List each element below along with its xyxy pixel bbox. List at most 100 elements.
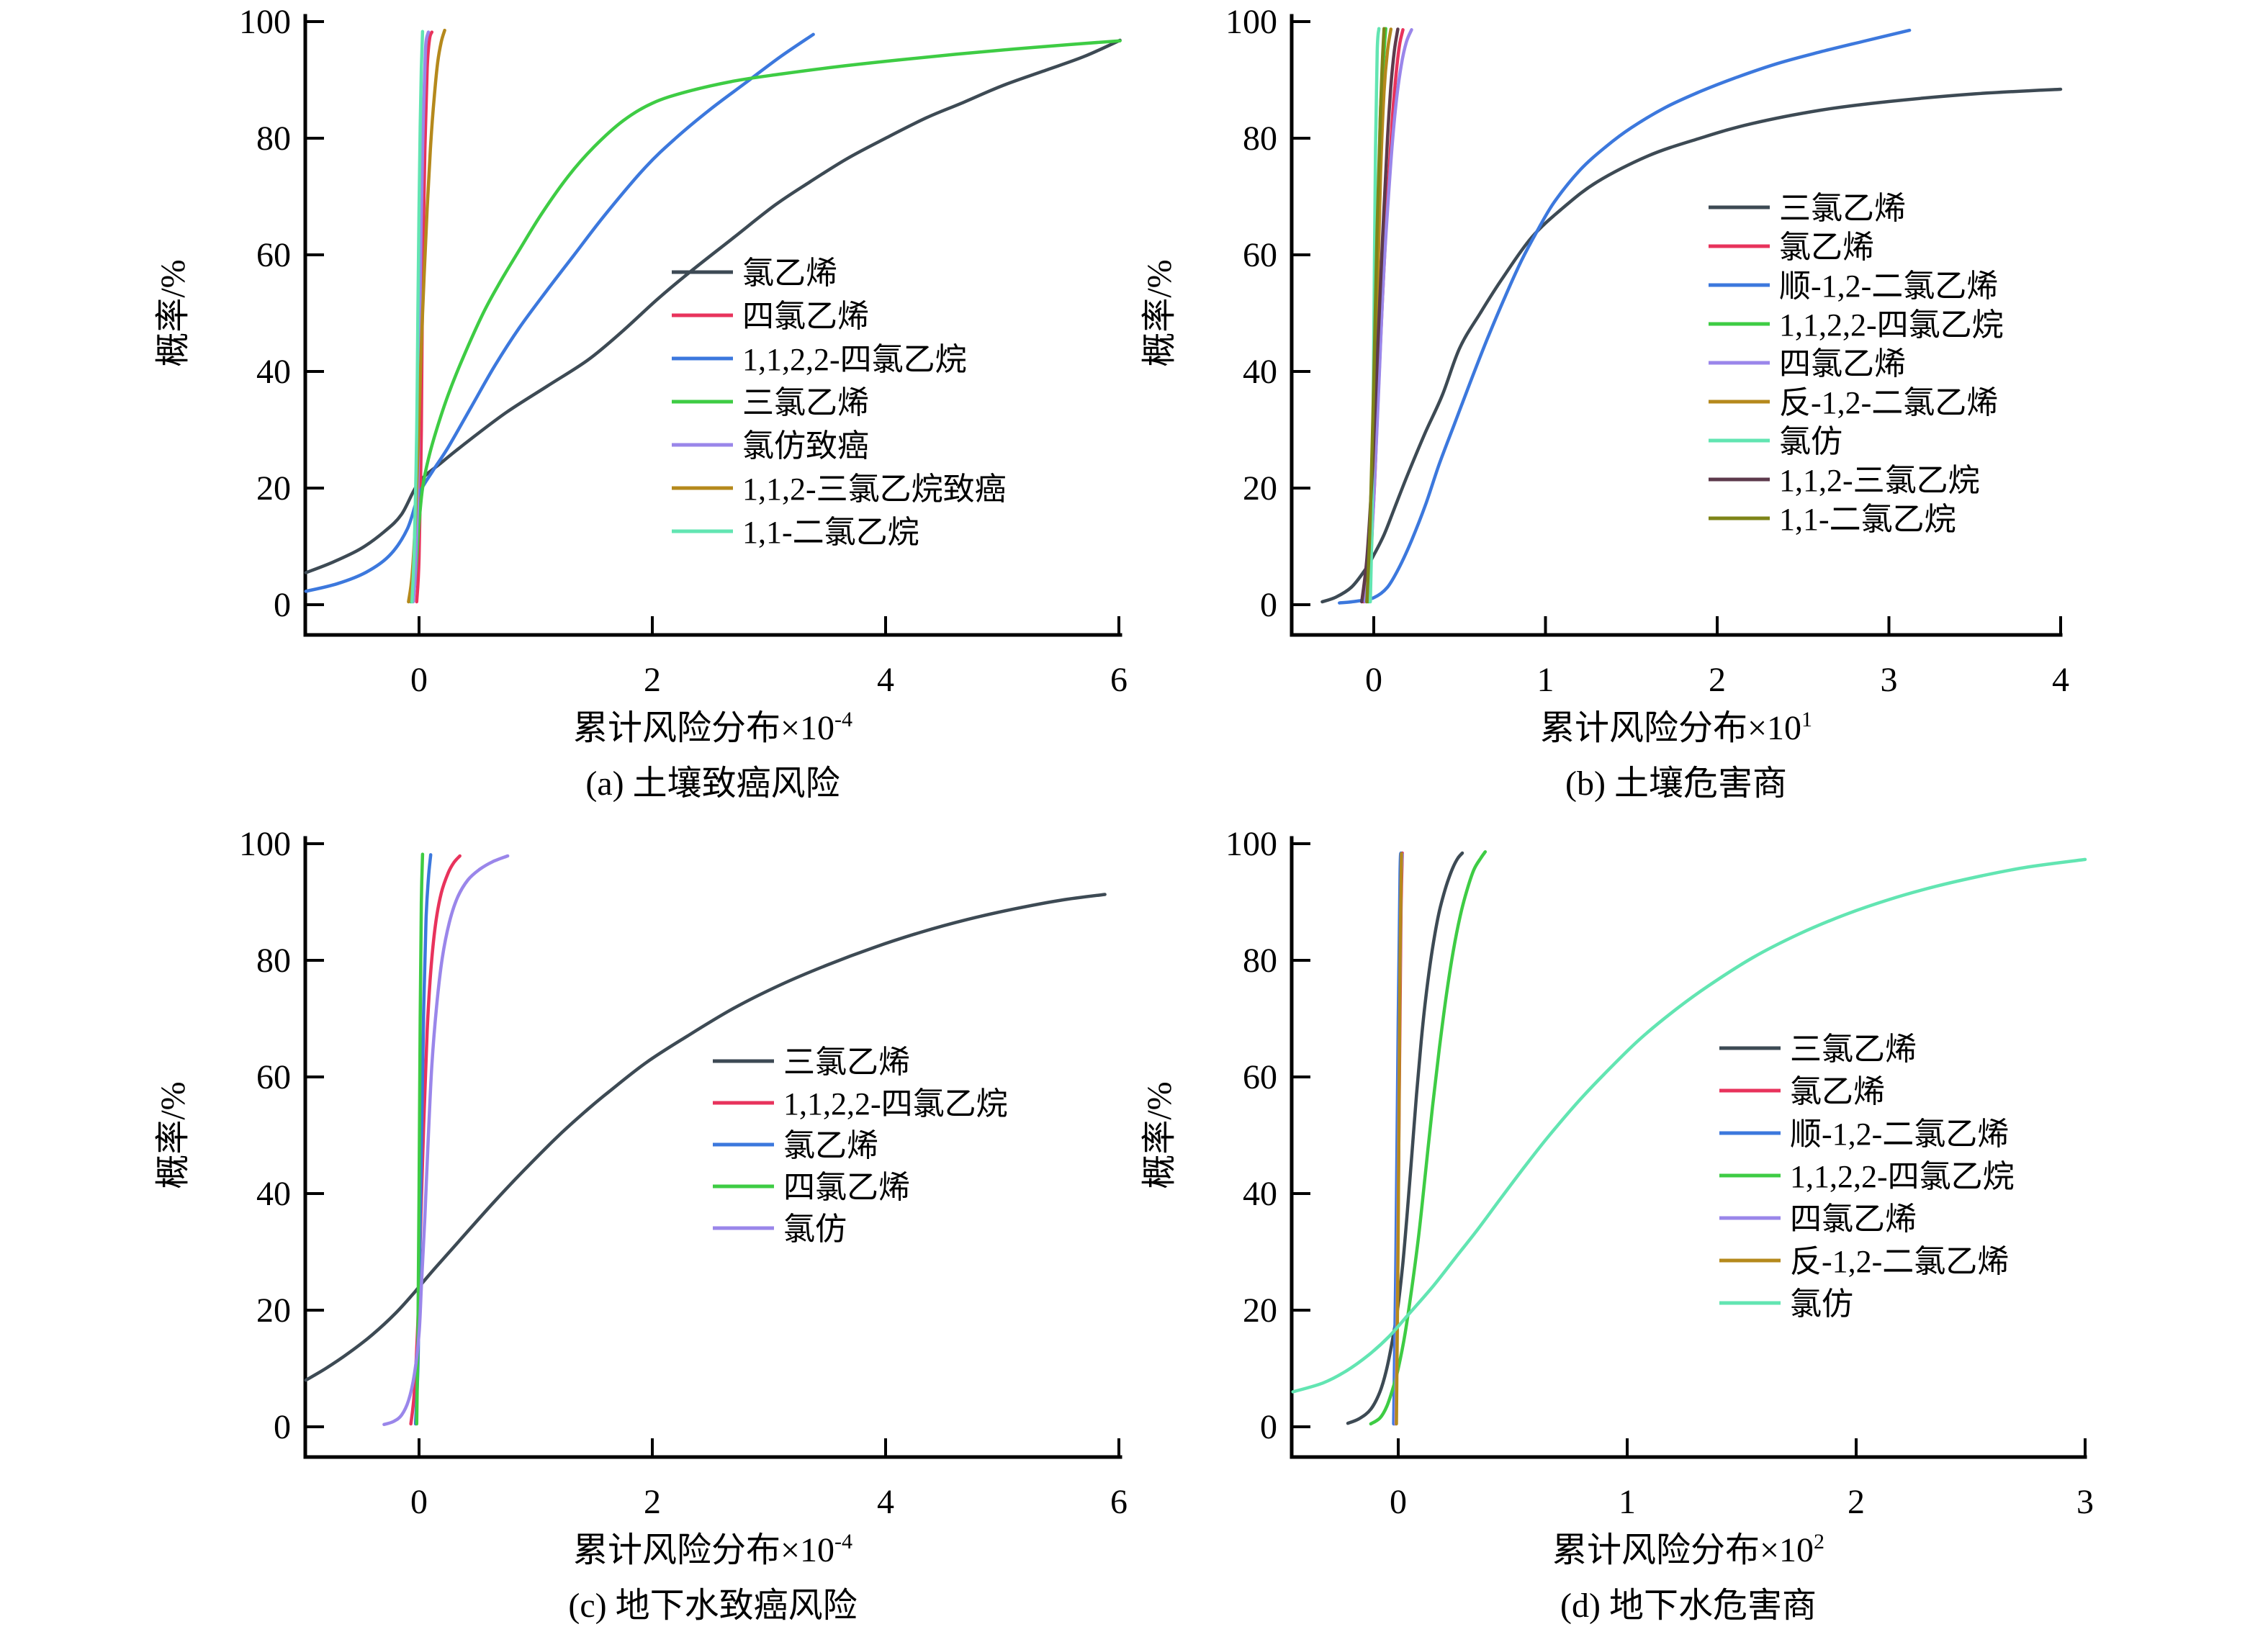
x-axis-tick-label: 4 [877, 1483, 894, 1521]
x-axis-tick-label: 4 [2052, 661, 2069, 699]
y-axis-tick-label: 60 [256, 1058, 291, 1096]
legend-label: 顺-1,2-二氯乙烯 [1779, 269, 1998, 304]
x-axis-tick-label: 3 [2076, 1483, 2094, 1521]
y-axis-tick-label: 20 [256, 469, 291, 508]
series-curve [1320, 87, 2063, 604]
axis-spines [1290, 836, 2087, 1459]
legend-label: 氯乙烯 [1779, 230, 1874, 265]
y-axis-tick-label: 60 [256, 236, 291, 274]
series-curve [1369, 850, 1488, 1426]
series-curve [410, 30, 425, 604]
panel-d: 0 1 2 3 0 20 40 60 80 100 概率/% 累计风险分布×102 (d) 地下水危害商… [1140, 825, 2094, 1625]
legend-item: 三氯乙烯 [1719, 1032, 1917, 1067]
legend-item: 1,1-二氯乙烷 [1709, 502, 1956, 537]
legend-item: 1,1-二氯乙烷 [672, 515, 919, 550]
y-axis-tick-label: 80 [1243, 942, 1277, 980]
x-axis-label: 累计风险分布×10-4 [573, 1530, 852, 1569]
legend-label: 氯乙烯 [783, 1128, 878, 1163]
legend-label: 1,1,2,2-四氯乙烷 [783, 1086, 1008, 1122]
legend-item: 氯仿 [1709, 424, 1842, 459]
legend-item: 1,1,2,2-四氯乙烷 [1709, 307, 2004, 343]
panel-caption: (d) 地下水危害商 [1560, 1587, 1817, 1625]
y-axis-label: 概率/% [154, 1081, 192, 1189]
axis-spines [1290, 14, 2063, 637]
legend-item: 四氯乙烯 [672, 299, 869, 334]
legend-label: 1,1,2,2-四氯乙烷 [1790, 1159, 2015, 1194]
series-curve [1291, 857, 2087, 1394]
y-axis-tick-label: 100 [239, 3, 291, 41]
legend-label: 氯乙烯 [742, 256, 837, 291]
series-curve [1338, 28, 1912, 605]
y-axis-tick-label: 100 [1225, 825, 1277, 863]
legend-label: 四氯乙烯 [742, 299, 869, 334]
legend-item: 1,1,2,2-四氯乙烷 [672, 342, 967, 377]
legend-label: 氯仿 [783, 1212, 847, 1247]
legend-label: 1,1,2,2-四氯乙烷 [1779, 307, 2004, 343]
legend-item: 反-1,2-二氯乙烯 [1709, 385, 1998, 420]
x-axis-tick-label: 1 [1537, 661, 1554, 699]
legend-label: 反-1,2-二氯乙烯 [1790, 1244, 2009, 1279]
x-axis-tick-label: 6 [1110, 661, 1128, 699]
series-curve [304, 38, 1122, 574]
axis-spines [303, 14, 1122, 637]
legend-item: 氯仿 [1719, 1286, 1853, 1322]
legend-label: 顺-1,2-二氯乙烯 [1790, 1117, 2009, 1152]
y-axis-tick-label: 40 [256, 1175, 291, 1213]
y-axis-tick-label: 20 [1243, 1291, 1277, 1330]
legend-item: 1,1,2-三氯乙烷 [1709, 463, 1980, 498]
legend-item: 1,1,2,2-四氯乙烷 [713, 1086, 1008, 1122]
legend-label: 1,1-二氯乙烷 [742, 515, 919, 550]
legend-label: 三氯乙烯 [742, 385, 869, 420]
series-curve [411, 30, 431, 604]
series-curve [304, 32, 815, 593]
y-axis-tick-label: 0 [274, 586, 291, 624]
y-axis-tick-label: 100 [239, 825, 291, 863]
legend-item: 1,1,2-三氯乙烷致癌 [672, 472, 1007, 507]
y-axis-label: 概率/% [1140, 259, 1179, 366]
y-axis-tick-label: 80 [256, 942, 291, 980]
legend-item: 三氯乙烯 [672, 385, 869, 420]
x-axis-tick-label: 2 [1848, 1483, 1865, 1521]
y-axis-label: 概率/% [1140, 1081, 1179, 1189]
panel-caption: (c) 地下水致癌风险 [568, 1587, 857, 1625]
series-curve [382, 854, 510, 1427]
legend-item: 氯乙烯 [713, 1128, 878, 1163]
legend-label: 氯仿 [1779, 424, 1842, 459]
y-axis-tick-label: 0 [1260, 586, 1277, 624]
legend-item: 顺-1,2-二氯乙烯 [1719, 1117, 2009, 1152]
legend-item: 氯仿 [713, 1212, 847, 1247]
x-axis-tick-label: 0 [1390, 1483, 1407, 1521]
series-curve [304, 893, 1107, 1382]
y-axis-tick-label: 20 [256, 1291, 291, 1330]
x-axis-tick-label: 2 [1709, 661, 1726, 699]
legend-item: 反-1,2-二氯乙烯 [1719, 1244, 2009, 1279]
legend-label: 四氯乙烯 [783, 1170, 910, 1205]
x-axis-tick-label: 0 [410, 661, 428, 699]
legend-item: 四氯乙烯 [1709, 346, 1906, 382]
y-axis-tick-label: 80 [256, 119, 291, 158]
series-curve [1346, 851, 1464, 1425]
legend-label: 氯乙烯 [1790, 1074, 1885, 1109]
legend-label: 三氯乙烯 [783, 1045, 910, 1080]
axis-spines [303, 836, 1122, 1459]
x-axis-tick-label: 0 [410, 1483, 428, 1521]
panel-caption: (b) 土壤危害商 [1565, 765, 1787, 803]
y-axis-tick-label: 0 [274, 1408, 291, 1446]
x-axis-label: 累计风险分布×10-4 [573, 708, 852, 747]
legend-label: 1,1,2-三氯乙烷 [1779, 463, 1980, 498]
x-axis-tick-label: 0 [1365, 661, 1382, 699]
series-curve [1365, 27, 1386, 604]
series-curve [409, 39, 1122, 604]
x-axis-label: 累计风险分布×102 [1552, 1530, 1824, 1569]
x-axis-tick-label: 1 [1619, 1483, 1636, 1521]
x-axis-tick-label: 6 [1110, 1483, 1128, 1521]
x-axis-tick-label: 4 [877, 661, 894, 699]
y-axis-tick-label: 40 [1243, 353, 1277, 391]
legend-item: 四氯乙烯 [1719, 1201, 1917, 1237]
legend-item: 氯仿致癌 [672, 428, 869, 464]
legend-item: 氯乙烯 [1719, 1074, 1885, 1109]
